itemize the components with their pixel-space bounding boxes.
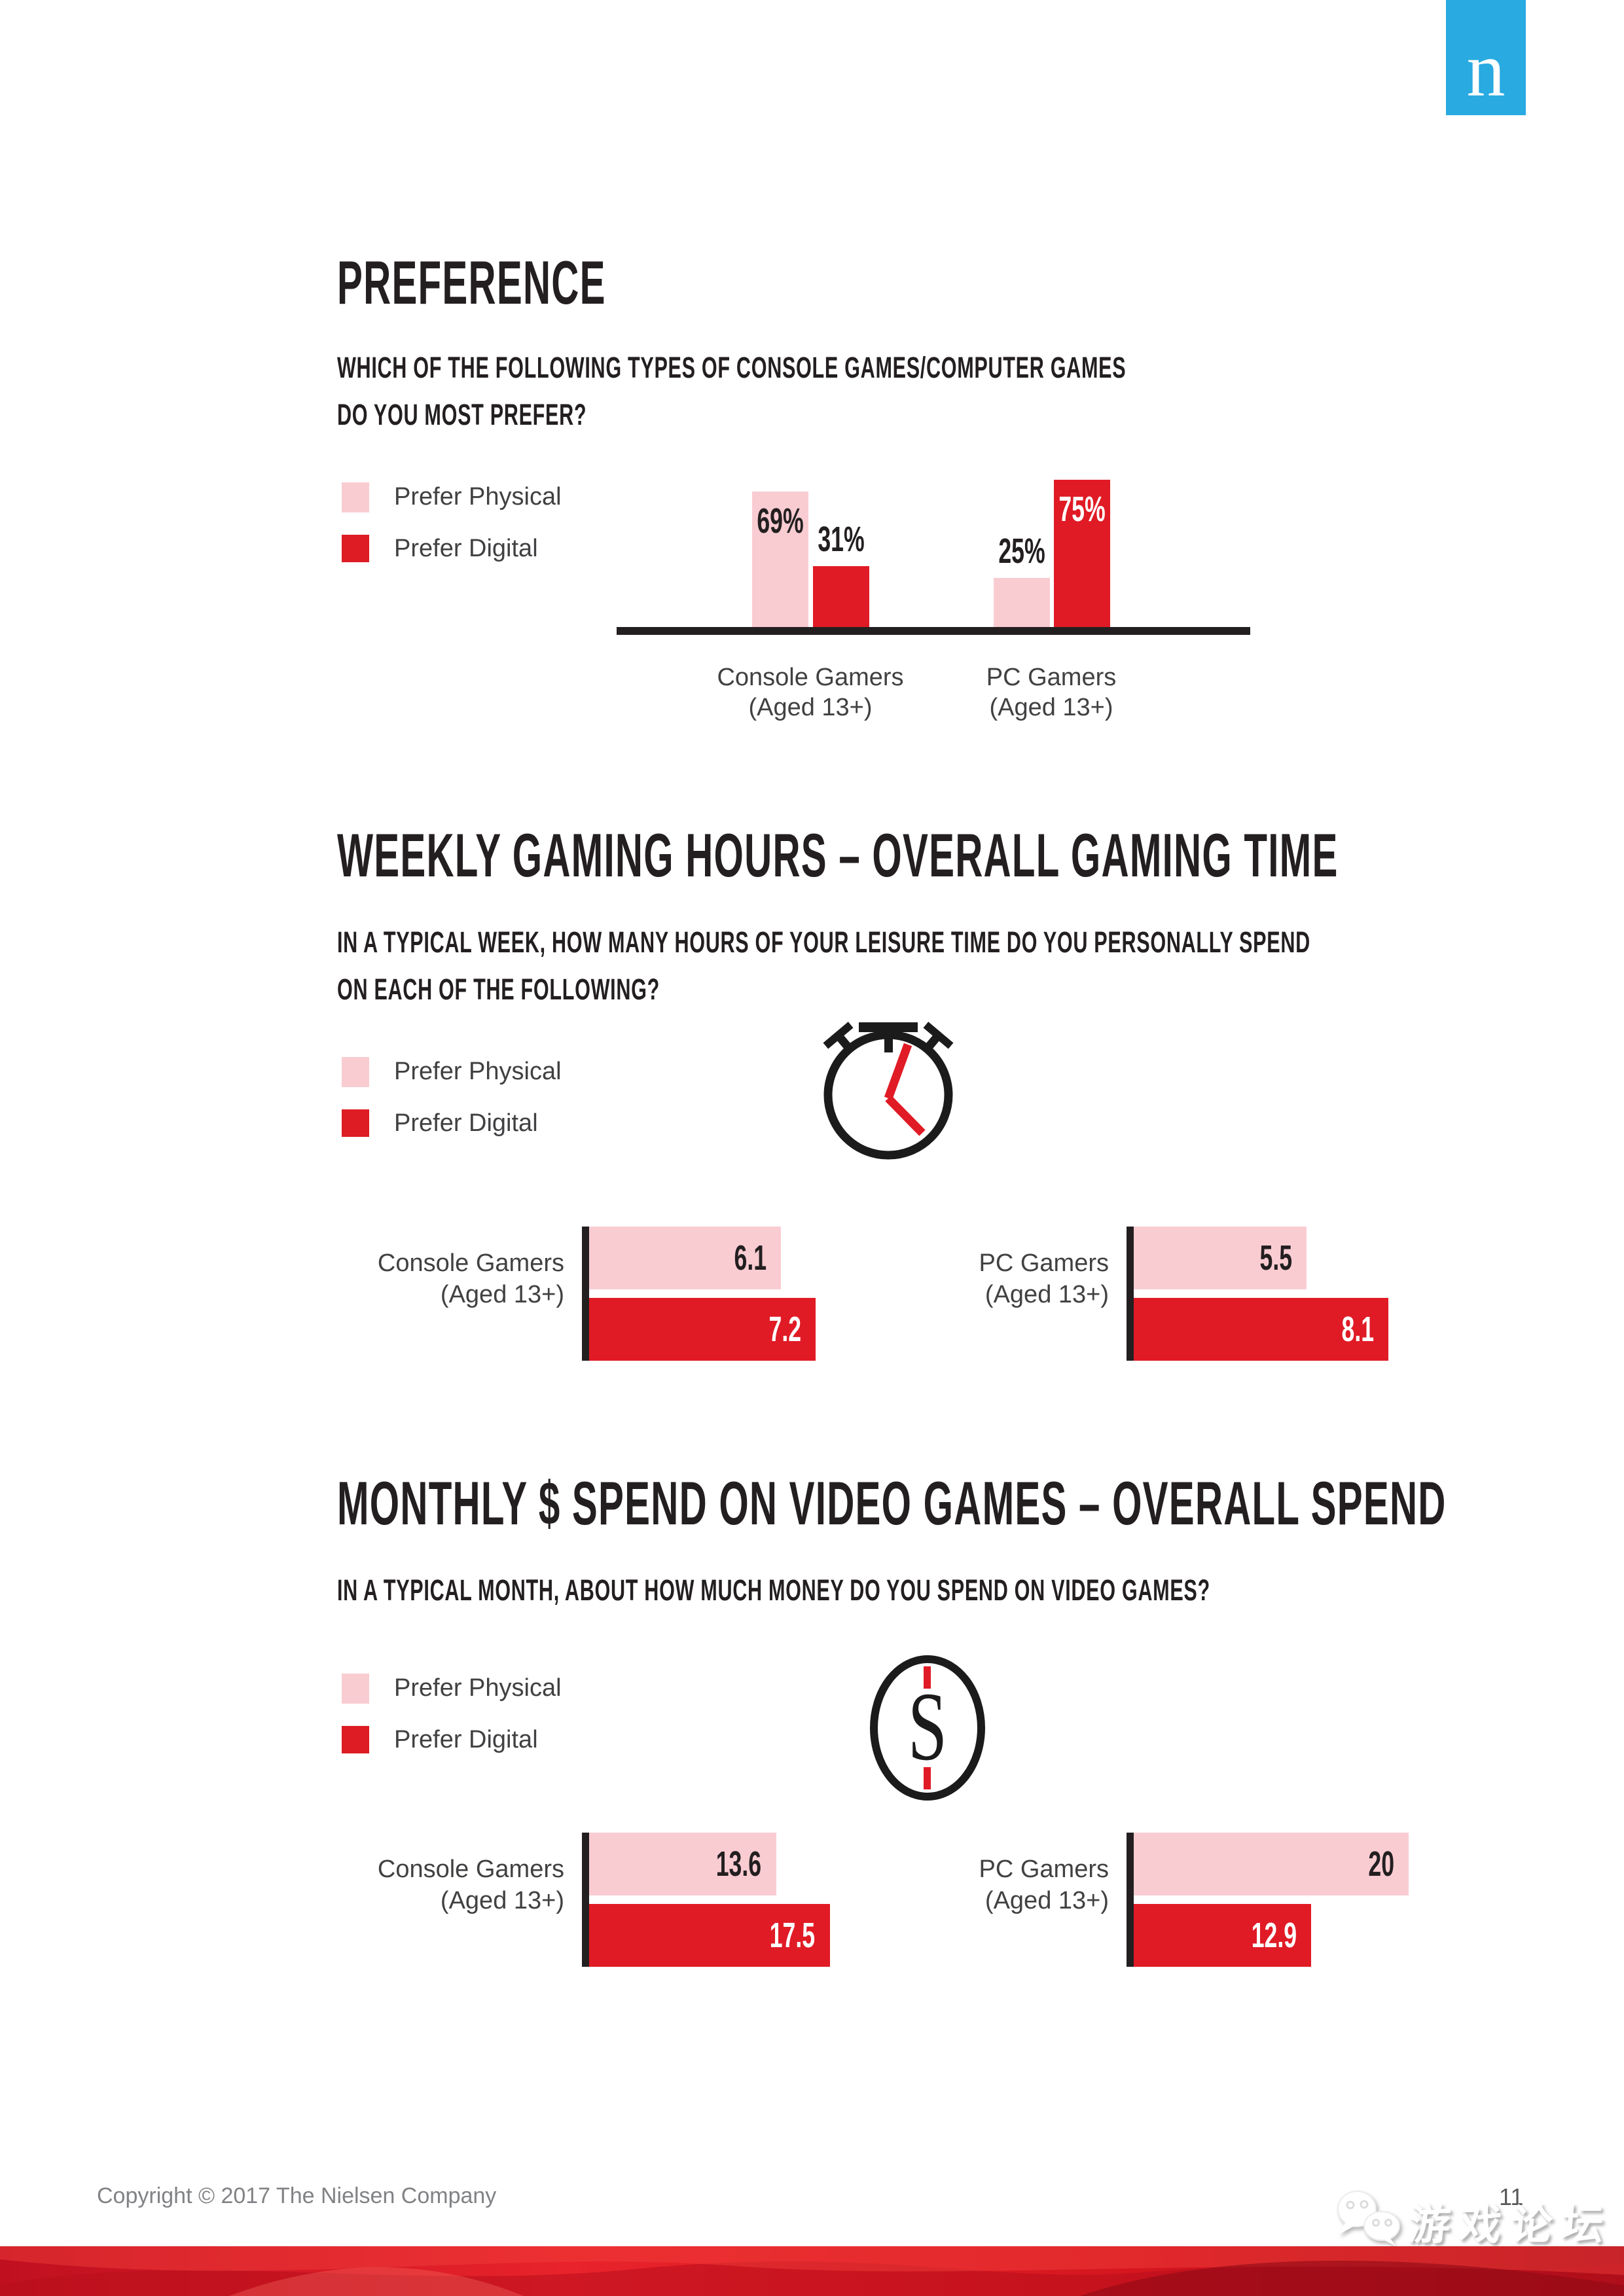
bar-pc-spend-physical: 20 — [1134, 1833, 1409, 1895]
category-label-console: Console Gamers (Aged 13+) — [647, 662, 974, 723]
bar-value-label: 12.9 — [1251, 1916, 1297, 1955]
bar-value-label: 75% — [1058, 490, 1106, 529]
nielsen-logo-letter: n — [1466, 27, 1506, 113]
spend-title: MONTHLY $ SPEND ON VIDEO GAMES – OVERALL… — [337, 1469, 1447, 1537]
nielsen-logo: n — [1446, 0, 1526, 115]
watermark-text: 游戏论坛 — [1406, 2201, 1615, 2248]
preference-chart: 69% 31% 25% 75% — [617, 470, 1250, 635]
bar-value-label: 5.5 — [1259, 1238, 1292, 1278]
legend-label-digital: Prefer Digital — [394, 1726, 538, 1753]
category-label-line1: PC Gamers — [986, 664, 1117, 691]
y-axis-line — [1127, 1227, 1134, 1361]
bar-value-label: 69% — [757, 501, 804, 541]
hours-pc-group: 5.5 8.1 — [1127, 1227, 1441, 1361]
legend-label-physical: Prefer Physical — [394, 483, 562, 511]
hours-question: IN A TYPICAL WEEK, HOW MANY HOURS OF YOU… — [337, 919, 1310, 1013]
stopwatch-icon — [823, 1022, 954, 1160]
row-label-line1: PC Gamers — [979, 1856, 1109, 1883]
footer-red-band — [0, 2246, 1624, 2296]
bar-value-label: 31% — [818, 520, 865, 559]
legend-label-digital: Prefer Digital — [394, 1109, 538, 1137]
preference-question: WHICH OF THE FOLLOWING TYPES OF CONSOLE … — [337, 344, 1126, 439]
bar-value-label: 8.1 — [1341, 1310, 1374, 1349]
row-label-line2: (Aged 13+) — [440, 1887, 564, 1914]
hours-title: WEEKLY GAMING HOURS – OVERALL GAMING TIM… — [337, 821, 1339, 889]
legend-swatch-physical — [342, 1674, 369, 1704]
category-label-line2: (Aged 13+) — [989, 694, 1113, 721]
legend-swatch-digital — [342, 1109, 369, 1137]
legend-label-digital: Prefer Digital — [394, 535, 538, 562]
y-axis-line — [1127, 1833, 1134, 1967]
preference-title: PREFERENCE — [337, 248, 606, 317]
spend-question-line1: IN A TYPICAL MONTH, ABOUT HOW MUCH MONEY… — [337, 1573, 1210, 1607]
row-label-line1: PC Gamers — [979, 1249, 1109, 1277]
row-label-pc: PC Gamers (Aged 13+) — [834, 1247, 1109, 1310]
hours-question-line2: ON EACH OF THE FOLLOWING? — [337, 973, 660, 1006]
bar-console-prefer-physical: 69% — [752, 492, 808, 627]
page-number: 11 — [1499, 2183, 1524, 2210]
bar-console-prefer-digital: 31% — [813, 520, 869, 627]
y-axis-line — [582, 1227, 589, 1361]
bar-value-label: 13.6 — [716, 1844, 762, 1884]
bar-value-label: 6.1 — [734, 1238, 767, 1278]
legend-label-physical: Prefer Physical — [394, 1058, 562, 1085]
category-label-line1: Console Gamers — [717, 664, 904, 691]
bar-console-spend-digital: 17.5 — [589, 1904, 830, 1967]
bar-pc-prefer-physical: 25% — [994, 531, 1050, 627]
row-label-line2: (Aged 13+) — [984, 1887, 1109, 1914]
legend-label-physical: Prefer Physical — [394, 1674, 562, 1702]
row-label-line1: Console Gamers — [377, 1249, 564, 1277]
legend-swatch-digital — [342, 535, 369, 562]
dollar-icon-letter: S — [908, 1673, 947, 1781]
row-label-console: Console Gamers (Aged 13+) — [289, 1247, 564, 1310]
row-label-line1: Console Gamers — [377, 1856, 564, 1883]
bar-pc-prefer-digital: 75% — [1054, 480, 1110, 627]
bar-value-label: 7.2 — [768, 1310, 801, 1349]
y-axis-line — [582, 1833, 589, 1967]
legend-swatch-physical — [342, 482, 369, 512]
wechat-icon — [1337, 2191, 1400, 2246]
row-label-line2: (Aged 13+) — [984, 1281, 1109, 1308]
bar-value-label: 17.5 — [770, 1916, 816, 1955]
bar-pc-hours-digital: 8.1 — [1134, 1298, 1388, 1361]
bar-value-label: 25% — [998, 531, 1045, 571]
row-label-line2: (Aged 13+) — [440, 1281, 564, 1308]
spend-question: IN A TYPICAL MONTH, ABOUT HOW MUCH MONEY… — [337, 1567, 1210, 1614]
bar-pc-hours-physical: 5.5 — [1134, 1227, 1307, 1289]
copyright-text: Copyright © 2017 The Nielsen Company — [97, 2183, 497, 2208]
bar-console-hours-digital: 7.2 — [589, 1298, 816, 1361]
row-label-pc: PC Gamers (Aged 13+) — [834, 1854, 1109, 1916]
bar-pc-spend-digital: 12.9 — [1134, 1904, 1311, 1967]
dollar-icon: S — [870, 1655, 985, 1801]
row-label-console: Console Gamers (Aged 13+) — [289, 1854, 564, 1916]
spend-console-group: 13.6 17.5 — [582, 1833, 896, 1967]
bar-value-label: 20 — [1368, 1844, 1394, 1884]
preference-question-line2: DO YOU MOST PREFER? — [337, 398, 587, 431]
legend-swatch-digital — [342, 1726, 369, 1753]
bar-console-spend-physical: 13.6 — [589, 1833, 776, 1895]
legend-swatch-physical — [342, 1057, 369, 1087]
x-axis-line — [617, 627, 1250, 635]
bar-console-hours-physical: 6.1 — [589, 1227, 781, 1289]
preference-question-line1: WHICH OF THE FOLLOWING TYPES OF CONSOLE … — [337, 351, 1127, 384]
hours-question-line1: IN A TYPICAL WEEK, HOW MANY HOURS OF YOU… — [337, 925, 1310, 959]
category-label-pc: PC Gamers (Aged 13+) — [888, 662, 1215, 723]
spend-pc-group: 20 12.9 — [1127, 1833, 1441, 1967]
hours-console-group: 6.1 7.2 — [582, 1227, 896, 1361]
category-label-line2: (Aged 13+) — [748, 694, 873, 721]
